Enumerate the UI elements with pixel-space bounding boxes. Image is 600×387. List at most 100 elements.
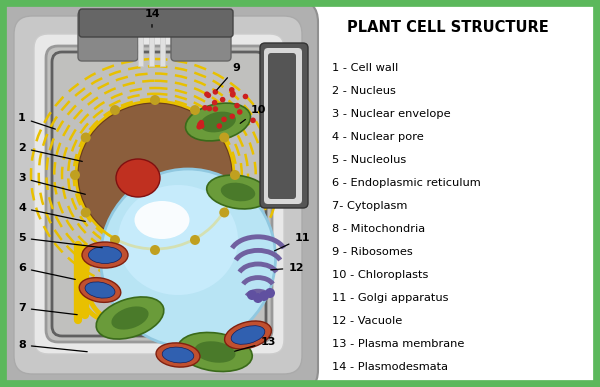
Ellipse shape <box>200 111 236 132</box>
FancyBboxPatch shape <box>34 34 284 354</box>
Ellipse shape <box>88 247 122 264</box>
Text: 2 - Nucleus: 2 - Nucleus <box>332 86 396 96</box>
Ellipse shape <box>156 343 200 367</box>
Text: 10 - Chloroplasts: 10 - Chloroplasts <box>332 270 428 280</box>
Text: 11 - Golgi apparatus: 11 - Golgi apparatus <box>332 293 449 303</box>
Ellipse shape <box>96 297 164 339</box>
Circle shape <box>204 91 209 97</box>
Text: 12: 12 <box>271 263 304 273</box>
FancyBboxPatch shape <box>14 16 302 374</box>
Text: 8 - Mitochondria: 8 - Mitochondria <box>332 224 425 234</box>
Ellipse shape <box>231 326 265 344</box>
Ellipse shape <box>178 332 252 372</box>
Circle shape <box>81 132 91 142</box>
Text: 13: 13 <box>235 337 275 351</box>
Text: 4: 4 <box>18 203 85 221</box>
Text: 3: 3 <box>18 173 85 194</box>
Text: 5: 5 <box>18 233 102 248</box>
FancyBboxPatch shape <box>260 43 308 208</box>
Text: 2: 2 <box>18 143 82 161</box>
Circle shape <box>265 288 275 298</box>
Bar <box>149 18 154 66</box>
Circle shape <box>212 89 218 95</box>
Circle shape <box>150 245 160 255</box>
Circle shape <box>197 122 203 127</box>
Text: 5 - Nucleolus: 5 - Nucleolus <box>332 155 406 165</box>
Circle shape <box>199 123 205 129</box>
Circle shape <box>229 113 235 119</box>
Text: 4 - Nuclear pore: 4 - Nuclear pore <box>332 132 424 142</box>
Circle shape <box>110 235 120 245</box>
Ellipse shape <box>85 282 115 298</box>
Text: 10: 10 <box>240 105 266 123</box>
Circle shape <box>212 100 217 105</box>
FancyBboxPatch shape <box>264 48 302 204</box>
FancyBboxPatch shape <box>268 53 296 199</box>
Ellipse shape <box>116 159 160 197</box>
Circle shape <box>70 170 80 180</box>
Circle shape <box>220 97 226 103</box>
Circle shape <box>219 207 229 217</box>
Circle shape <box>230 92 235 98</box>
Circle shape <box>202 105 208 111</box>
Text: 1 - Cell wall: 1 - Cell wall <box>332 63 398 73</box>
Circle shape <box>150 95 160 105</box>
FancyBboxPatch shape <box>79 9 233 37</box>
FancyBboxPatch shape <box>171 11 231 61</box>
Circle shape <box>237 109 242 115</box>
Circle shape <box>190 105 200 115</box>
Ellipse shape <box>101 169 275 347</box>
Ellipse shape <box>194 341 235 363</box>
Text: 1: 1 <box>18 113 55 129</box>
Ellipse shape <box>82 242 128 268</box>
Circle shape <box>206 106 212 111</box>
Circle shape <box>212 106 218 112</box>
Circle shape <box>230 91 236 96</box>
Text: 11: 11 <box>275 233 310 251</box>
Text: 9: 9 <box>217 63 240 90</box>
Circle shape <box>247 290 257 300</box>
Bar <box>138 18 143 66</box>
Ellipse shape <box>185 103 250 141</box>
Text: 7- Cytoplasm: 7- Cytoplasm <box>332 201 407 211</box>
Ellipse shape <box>77 103 233 248</box>
Text: 14 - Plasmodesmata: 14 - Plasmodesmata <box>332 362 448 372</box>
Circle shape <box>199 120 204 125</box>
Circle shape <box>221 116 227 122</box>
FancyBboxPatch shape <box>0 0 318 387</box>
Circle shape <box>217 123 222 129</box>
Circle shape <box>229 87 235 92</box>
Ellipse shape <box>112 307 149 330</box>
Circle shape <box>250 118 256 123</box>
Text: 6 - Endoplasmic reticulum: 6 - Endoplasmic reticulum <box>332 178 481 188</box>
Circle shape <box>242 94 248 99</box>
FancyBboxPatch shape <box>46 46 272 342</box>
Ellipse shape <box>224 321 271 349</box>
Text: 9 - Ribosomes: 9 - Ribosomes <box>332 247 413 257</box>
Ellipse shape <box>221 183 255 201</box>
Text: 8: 8 <box>18 340 87 352</box>
Text: 7: 7 <box>18 303 77 315</box>
Circle shape <box>259 291 269 301</box>
Circle shape <box>230 170 240 180</box>
Circle shape <box>110 105 120 115</box>
Text: 6: 6 <box>18 263 75 279</box>
Text: PLANT CELL STRUCTURE: PLANT CELL STRUCTURE <box>347 21 549 36</box>
Circle shape <box>234 103 240 108</box>
FancyBboxPatch shape <box>78 11 138 61</box>
Text: 13 - Plasma membrane: 13 - Plasma membrane <box>332 339 464 349</box>
Circle shape <box>196 124 202 130</box>
Circle shape <box>253 293 263 303</box>
Ellipse shape <box>118 185 238 295</box>
Bar <box>160 18 165 66</box>
Ellipse shape <box>162 347 194 363</box>
Text: 3 - Nuclear envelope: 3 - Nuclear envelope <box>332 109 451 119</box>
Ellipse shape <box>79 277 121 302</box>
Text: 14: 14 <box>144 9 160 27</box>
Circle shape <box>206 92 211 98</box>
Circle shape <box>190 235 200 245</box>
Circle shape <box>219 132 229 142</box>
Ellipse shape <box>207 175 269 209</box>
Text: 12 - Vacuole: 12 - Vacuole <box>332 316 402 326</box>
Circle shape <box>81 207 91 217</box>
